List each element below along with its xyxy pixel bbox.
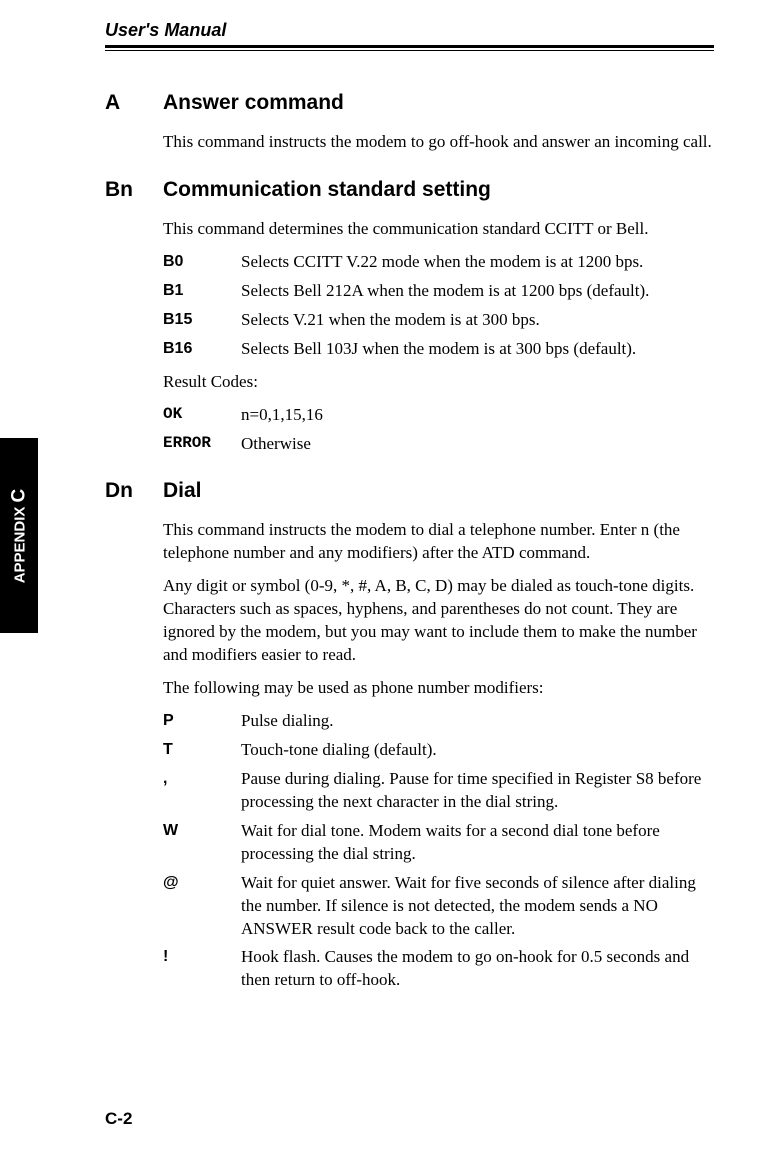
- def-desc: Selects CCITT V.22 mode when the modem i…: [241, 251, 714, 274]
- section-dn-defs: P Pulse dialing. T Touch-tone dialing (d…: [163, 710, 714, 992]
- appendix-tab: APPENDIX C: [0, 438, 38, 633]
- def-row: ! Hook flash. Causes the modem to go on-…: [163, 946, 714, 992]
- def-desc: Selects V.21 when the modem is at 300 bp…: [241, 309, 714, 332]
- content-area: A Answer command This command instructs …: [105, 91, 714, 992]
- section-bn-title: Communication standard setting: [163, 178, 714, 202]
- def-term-b0: B0: [163, 251, 241, 274]
- section-bn-para-0: This command determines the communicatio…: [163, 218, 714, 241]
- section-dn-body: This command instructs the modem to dial…: [163, 519, 714, 992]
- def-row: P Pulse dialing.: [163, 710, 714, 733]
- section-bn: Bn Communication standard setting This c…: [105, 178, 714, 456]
- def-desc: Pulse dialing.: [241, 710, 714, 733]
- header-rule: [105, 45, 714, 51]
- def-term-bang: !: [163, 946, 241, 992]
- def-desc: Hook flash. Causes the modem to go on-ho…: [241, 946, 714, 992]
- def-term-at: @: [163, 872, 241, 941]
- section-bn-heading: Bn Communication standard setting: [105, 178, 714, 202]
- header-title: User's Manual: [40, 20, 714, 41]
- section-a-code: A: [105, 91, 163, 115]
- section-bn-results: OK n=0,1,15,16 ERROR Otherwise: [163, 404, 714, 456]
- section-bn-body: This command determines the communicatio…: [163, 218, 714, 456]
- def-row: , Pause during dialing. Pause for time s…: [163, 768, 714, 814]
- def-row: OK n=0,1,15,16: [163, 404, 714, 427]
- def-desc: Touch-tone dialing (default).: [241, 739, 714, 762]
- def-row: T Touch-tone dialing (default).: [163, 739, 714, 762]
- section-a-para-0: This command instructs the modem to go o…: [163, 131, 714, 154]
- def-row: B1 Selects Bell 212A when the modem is a…: [163, 280, 714, 303]
- def-desc: Selects Bell 212A when the modem is at 1…: [241, 280, 714, 303]
- appendix-letter: C: [8, 488, 29, 502]
- appendix-label: APPENDIX: [11, 502, 28, 583]
- def-desc: Pause during dialing. Pause for time spe…: [241, 768, 714, 814]
- section-dn-code: Dn: [105, 479, 163, 503]
- page-number: C-2: [105, 1109, 132, 1129]
- def-term-comma: ,: [163, 768, 241, 814]
- section-dn-para-2: The following may be used as phone numbe…: [163, 677, 714, 700]
- def-row: B15 Selects V.21 when the modem is at 30…: [163, 309, 714, 332]
- result-codes-label: Result Codes:: [163, 371, 714, 394]
- section-dn: Dn Dial This command instructs the modem…: [105, 479, 714, 992]
- def-term-b1: B1: [163, 280, 241, 303]
- def-desc: Wait for dial tone. Modem waits for a se…: [241, 820, 714, 866]
- def-row: W Wait for dial tone. Modem waits for a …: [163, 820, 714, 866]
- section-a-body: This command instructs the modem to go o…: [163, 131, 714, 154]
- section-dn-para-1: Any digit or symbol (0-9, *, #, A, B, C,…: [163, 575, 714, 667]
- def-desc: Selects Bell 103J when the modem is at 3…: [241, 338, 714, 361]
- def-desc: n=0,1,15,16: [241, 404, 714, 427]
- result-term-ok: OK: [163, 404, 241, 427]
- def-term-t: T: [163, 739, 241, 762]
- section-bn-defs: B0 Selects CCITT V.22 mode when the mode…: [163, 251, 714, 361]
- def-row: B0 Selects CCITT V.22 mode when the mode…: [163, 251, 714, 274]
- def-term-w: W: [163, 820, 241, 866]
- def-desc: Otherwise: [241, 433, 714, 456]
- def-desc: Wait for quiet answer. Wait for five sec…: [241, 872, 714, 941]
- def-row: ERROR Otherwise: [163, 433, 714, 456]
- def-row: B16 Selects Bell 103J when the modem is …: [163, 338, 714, 361]
- section-dn-para-0: This command instructs the modem to dial…: [163, 519, 714, 565]
- def-term-b15: B15: [163, 309, 241, 332]
- appendix-tab-text: APPENDIX C: [8, 488, 30, 583]
- section-a-title: Answer command: [163, 91, 714, 115]
- section-bn-code: Bn: [105, 178, 163, 202]
- def-term-b16: B16: [163, 338, 241, 361]
- section-a: A Answer command This command instructs …: [105, 91, 714, 154]
- section-dn-heading: Dn Dial: [105, 479, 714, 503]
- def-row: @ Wait for quiet answer. Wait for five s…: [163, 872, 714, 941]
- section-dn-title: Dial: [163, 479, 714, 503]
- section-a-heading: A Answer command: [105, 91, 714, 115]
- def-term-p: P: [163, 710, 241, 733]
- result-term-error: ERROR: [163, 433, 241, 456]
